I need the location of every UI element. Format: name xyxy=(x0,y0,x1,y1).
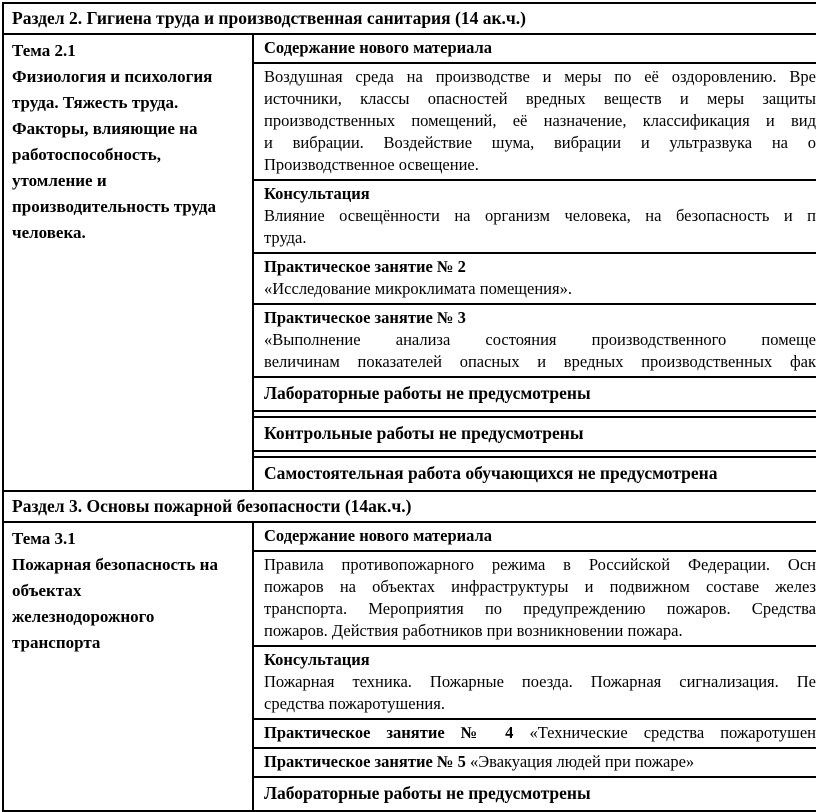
topic-2-1-line: работоспособность, xyxy=(12,145,161,164)
practical-5-title: Практическое занятие № 5 xyxy=(264,752,466,771)
practical-3-title: Практическое занятие № 3 xyxy=(264,308,466,327)
section-2-header: Раздел 2. Гигиена труда и производственн… xyxy=(12,8,526,28)
body-line: транспорта. Мероприятия по предупреждени… xyxy=(264,599,816,618)
practical-2-row: Практическое занятие № 2 «Исследование м… xyxy=(254,252,816,303)
content-body-row: Правила противопожарного режима в Россий… xyxy=(254,550,816,645)
section-3-content-cell: Содержание нового материала Правила прот… xyxy=(252,523,816,810)
practical-5-line: Практическое занятие № 5 «Эвакуация люде… xyxy=(264,751,816,773)
topic-3-1-line: объектах xyxy=(12,581,82,600)
topic-2-1-number: Тема 2.1 xyxy=(12,41,76,60)
consultation-line: средства пожаротушения. xyxy=(264,694,445,713)
body-line: пожаров. Действия работников при возникн… xyxy=(264,621,683,640)
practical-4-title: Практическое занятие № 4 xyxy=(264,723,514,742)
self-work-label: Самостоятельная работа обучающихся не пр… xyxy=(264,463,718,483)
topic-2-1-line: Факторы, влияющие на xyxy=(12,119,198,138)
consultation-line: Пожарная техника. Пожарные поезда. Пожар… xyxy=(264,672,816,691)
body-line: источники, классы опасностей вредных вещ… xyxy=(264,89,816,108)
practical-3-row: Практическое занятие № 3 «Выполнение ана… xyxy=(254,303,816,376)
consultation-title: Консультация xyxy=(264,650,370,669)
self-work-row: Самостоятельная работа обучающихся не пр… xyxy=(254,456,816,490)
content-body-row: Воздушная среда на производстве и меры п… xyxy=(254,62,816,179)
topic-3-1-cell: Тема 3.1 Пожарная безопасность на объект… xyxy=(4,523,252,810)
content-header-row: Содержание нового материала xyxy=(254,35,816,62)
control-works-label: Контрольные работы не предусмотрены xyxy=(264,423,584,443)
lab-works-label: Лабораторные работы не предусмотрены xyxy=(264,783,591,803)
lab-works-row: Лабораторные работы не предусмотрены xyxy=(254,776,816,810)
body-line: и вибрации. Воздействие шума, вибрации и… xyxy=(264,133,816,152)
body-line: Правила противопожарного режима в Россий… xyxy=(264,555,816,574)
consultation-row: Консультация Влияние освещённости на орг… xyxy=(254,179,816,252)
practical-4-text: «Технические средства пожаротушен xyxy=(529,723,816,742)
control-works-row: Контрольные работы не предусмотрены xyxy=(254,416,816,452)
practical-4-row: Практическое занятие № 4 «Технические ср… xyxy=(254,718,816,747)
topic-2-1-line: Физиология и психология xyxy=(12,67,213,86)
section-3-topic-row: Тема 3.1 Пожарная безопасность на объект… xyxy=(4,521,816,810)
section-3-header: Раздел 3. Основы пожарной безопасности (… xyxy=(4,490,816,521)
consultation-row: Консультация Пожарная техника. Пожарные … xyxy=(254,645,816,718)
section-2-content-cell: Содержание нового материала Воздушная ср… xyxy=(252,35,816,490)
practical-4-line: Практическое занятие № 4 «Технические ср… xyxy=(264,722,816,744)
content-header-label: Содержание нового материала xyxy=(264,38,493,57)
topic-3-1-line: железнодорожного xyxy=(12,607,155,626)
lab-works-label: Лабораторные работы не предусмотрены xyxy=(264,383,591,403)
consultation-title: Консультация xyxy=(264,184,370,203)
practical-2-title: Практическое занятие № 2 xyxy=(264,257,466,276)
body-line: производственных помещений, её назначени… xyxy=(264,111,816,130)
body-line: Производственное освещение. xyxy=(264,155,479,174)
topic-3-1-line: транспорта xyxy=(12,633,101,652)
topic-2-1-line: человека. xyxy=(12,223,86,242)
practical-5-text: «Эвакуация людей при пожаре» xyxy=(469,752,695,771)
consultation-line: Влияние освещённости на организм человек… xyxy=(264,206,816,225)
content-header-row: Содержание нового материала xyxy=(254,523,816,550)
body-line: Воздушная среда на производстве и меры п… xyxy=(264,67,816,86)
practical-3-line: «Выполнение анализа состояния производст… xyxy=(264,330,816,349)
consultation-line: труда. xyxy=(264,228,307,247)
content-header-label: Содержание нового материала xyxy=(264,526,493,545)
topic-3-1-number: Тема 3.1 xyxy=(12,529,76,548)
body-line: пожаров на объектах инфраструктуры и под… xyxy=(264,577,816,596)
practical-3-line: величинам показателей опасных и вредных … xyxy=(264,352,816,371)
lab-works-row: Лабораторные работы не предусмотрены xyxy=(254,376,816,412)
topic-2-1-line: утомление и xyxy=(12,171,107,190)
topic-2-1-line: производительность труда xyxy=(12,197,217,216)
practical-5-row: Практическое занятие № 5 «Эвакуация люде… xyxy=(254,747,816,776)
section-2-topic-row: Тема 2.1 Физиология и психология труда. … xyxy=(4,33,816,490)
practical-2-text: «Исследование микроклимата помещения». xyxy=(264,279,572,298)
topic-3-1-line: Пожарная безопасность на xyxy=(12,555,218,574)
topic-2-1-line: труда. Тяжесть труда. xyxy=(12,93,179,112)
topic-2-1-cell: Тема 2.1 Физиология и психология труда. … xyxy=(4,35,252,490)
